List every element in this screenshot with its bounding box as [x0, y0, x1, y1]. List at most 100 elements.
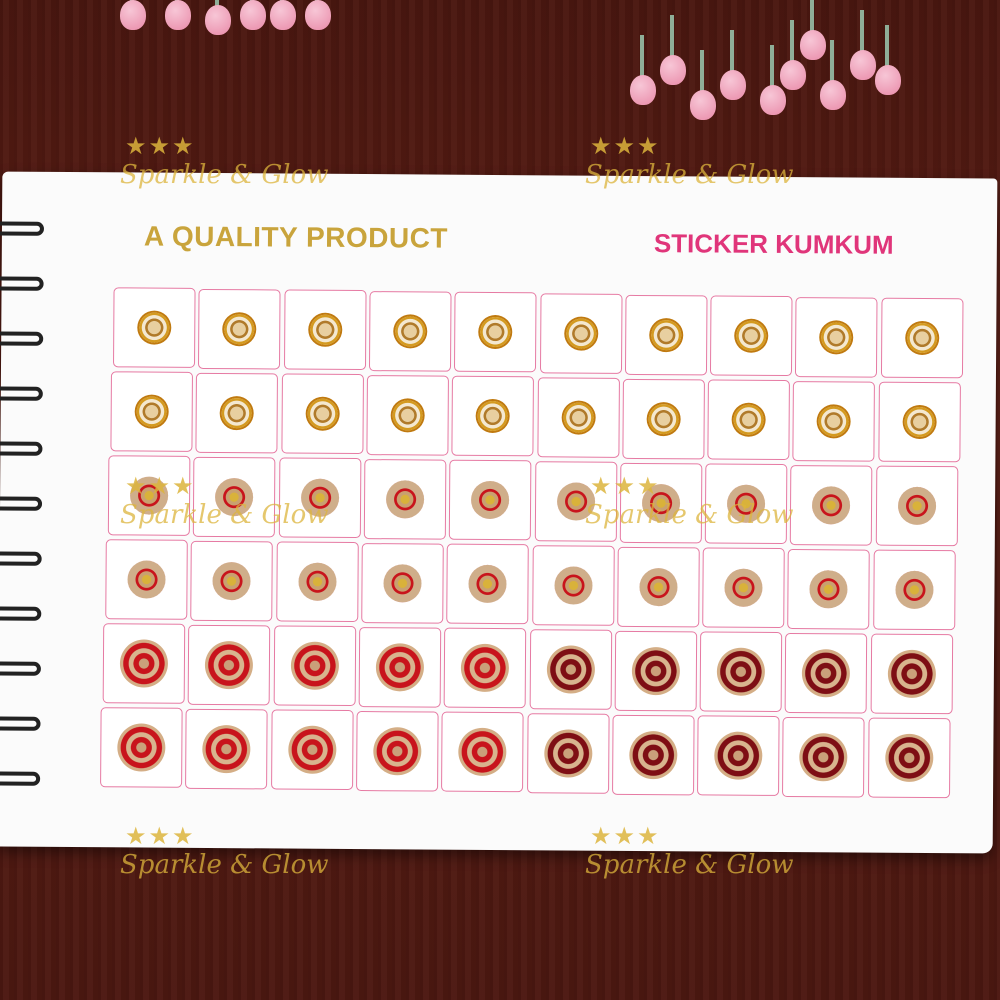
- bindi-sticker: [812, 485, 851, 525]
- sticker-cell: [697, 715, 780, 797]
- sticker-cell: [531, 545, 615, 626]
- bindi-sticker: [906, 323, 938, 354]
- flower-bud: [720, 70, 746, 100]
- bindi-sticker: [563, 402, 594, 433]
- sticker-cell: [198, 288, 281, 370]
- sticker-cell: [792, 380, 876, 462]
- sticker-cell: [443, 628, 527, 709]
- bindi-sticker: [716, 647, 766, 697]
- watermark-text: Sparkle & Glow: [120, 500, 329, 530]
- binding-ring: [0, 441, 43, 456]
- sticker-cell: [363, 458, 447, 540]
- bindi-sticker: [383, 564, 422, 603]
- bindi-sticker: [471, 481, 510, 520]
- flower-bud: [690, 90, 716, 120]
- bindi-sticker: [553, 566, 593, 605]
- star-icon: ★★★: [125, 132, 196, 160]
- sticker-cell: [529, 629, 612, 710]
- sparkle-glow-watermark: ★★★ Sparkle & Glow: [585, 472, 794, 530]
- sticker-cell: [273, 625, 356, 707]
- bindi-sticker: [139, 312, 170, 343]
- flower-stem: [860, 10, 864, 55]
- sticker-cell: [536, 377, 620, 458]
- sticker-cell: [113, 287, 196, 368]
- sparkle-glow-watermark: ★★★ Sparkle & Glow: [120, 472, 329, 530]
- sticker-cell: [368, 290, 452, 372]
- sticker-cell: [790, 464, 873, 546]
- sparkle-glow-watermark: ★★★ Sparkle & Glow: [585, 132, 794, 190]
- flower-bud: [820, 80, 846, 110]
- binding-ring: [0, 606, 42, 621]
- sticker-cell: [283, 289, 367, 371]
- flower-stem: [885, 25, 889, 70]
- binding-ring: [0, 276, 44, 291]
- bindi-sticker: [565, 318, 596, 349]
- sticker-cell: [448, 460, 532, 541]
- bindi-sticker: [458, 728, 507, 777]
- sticker-cell: [454, 292, 537, 373]
- flower-bud: [760, 85, 786, 115]
- sticker-cell: [622, 378, 705, 460]
- star-icon: ★★★: [125, 822, 196, 850]
- bindi-sticker: [224, 313, 255, 344]
- bindi-sticker: [119, 639, 169, 688]
- sticker-cell: [617, 546, 700, 628]
- bindi-sticker: [887, 650, 936, 699]
- watermark-text: Sparkle & Glow: [120, 850, 329, 880]
- bindi-sticker: [799, 732, 848, 782]
- bindi-sticker: [714, 731, 763, 781]
- sticker-cell: [878, 382, 961, 463]
- flower-bud: [240, 0, 266, 30]
- sparkle-glow-watermark: ★★★ Sparkle & Glow: [585, 822, 794, 880]
- bindi-sticker: [639, 567, 678, 606]
- sticker-cell: [867, 717, 951, 799]
- sparkle-glow-watermark: ★★★ Sparkle & Glow: [120, 132, 329, 190]
- bindi-sticker: [385, 480, 425, 519]
- sticker-kumkum-title: STICKER KUMKUM: [653, 228, 894, 260]
- binding-ring: [0, 221, 45, 236]
- sticker-cell: [270, 709, 354, 791]
- sticker-cell: [366, 374, 449, 456]
- star-icon: ★★★: [590, 822, 661, 850]
- bindi-sticker: [628, 730, 678, 779]
- flower-stem: [640, 35, 644, 80]
- flower-stem: [670, 15, 674, 60]
- sticker-cell: [358, 626, 442, 708]
- bindi-sticker: [724, 568, 763, 608]
- bindi-sticker: [297, 562, 337, 602]
- flower-bud: [630, 75, 656, 105]
- flower-bud: [165, 0, 191, 30]
- sticker-cell: [872, 550, 956, 631]
- flower-bud: [305, 0, 331, 30]
- bindi-sticker: [897, 487, 936, 526]
- bindi-sticker: [307, 398, 338, 430]
- bindi-sticker: [127, 560, 166, 599]
- sticker-cell: [875, 466, 959, 547]
- flower-bud: [205, 5, 231, 35]
- binding-ring: [0, 661, 41, 676]
- flower-bud: [875, 65, 901, 95]
- flower-stem: [810, 0, 814, 35]
- sticker-cell: [784, 632, 868, 714]
- sticker-cell: [446, 544, 529, 625]
- sticker-cell: [782, 716, 865, 798]
- sticker-cell: [611, 714, 695, 795]
- watermark-text: Sparkle & Glow: [585, 160, 794, 190]
- sticker-cell: [526, 713, 610, 794]
- sticker-cell: [707, 379, 791, 461]
- sticker-cell: [880, 298, 964, 379]
- flower-bud: [270, 0, 296, 30]
- bindi-sticker: [205, 640, 254, 689]
- bindi-sticker: [904, 407, 935, 438]
- bindi-sticker: [287, 725, 337, 775]
- sticker-cell: [699, 631, 783, 713]
- flower-stem: [830, 40, 834, 85]
- sticker-cell: [105, 539, 188, 620]
- watermark-text: Sparkle & Glow: [585, 500, 794, 530]
- bindi-sticker: [631, 646, 680, 695]
- sticker-cell: [441, 712, 524, 793]
- sticker-cell: [710, 295, 793, 377]
- bindi-sticker: [736, 320, 767, 352]
- bindi-sticker: [809, 569, 848, 609]
- bindi-sticker: [821, 322, 852, 353]
